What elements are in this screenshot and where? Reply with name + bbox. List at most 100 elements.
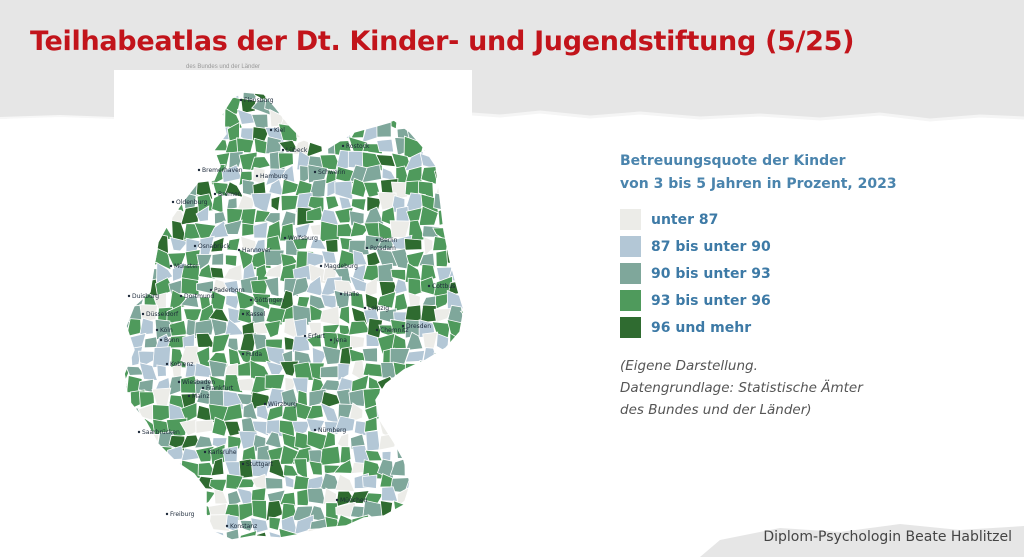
- city-marker: [375, 238, 379, 242]
- district-tile: [250, 459, 272, 478]
- district-tile: [365, 430, 381, 452]
- district-tile: [152, 70, 171, 88]
- district-tile: [447, 221, 462, 237]
- district-tile: [124, 163, 128, 184]
- city-marker: [141, 312, 145, 316]
- district-tile: [157, 534, 172, 540]
- district-tile: [447, 210, 464, 226]
- district-tile: [404, 533, 424, 540]
- district-tile: [181, 533, 198, 540]
- district-tile: [139, 317, 154, 336]
- district-tile: [409, 376, 421, 393]
- district-tile: [333, 529, 355, 540]
- legend-label: unter 87: [651, 211, 719, 228]
- city-marker: [193, 244, 197, 248]
- district-tile: [462, 290, 464, 311]
- district-tile: [125, 95, 146, 116]
- district-tile: [293, 92, 313, 102]
- legend-item-87-90: 87 bis unter 90: [620, 233, 920, 260]
- district-tile: [141, 94, 159, 115]
- district-tile: [127, 546, 143, 557]
- district-tile: [293, 94, 315, 112]
- district-tile: [126, 135, 147, 158]
- district-tile: [323, 114, 339, 131]
- district-tile: [236, 137, 255, 154]
- district-tile: [450, 544, 461, 557]
- legend-swatch: [620, 290, 641, 311]
- district-tile: [460, 486, 464, 508]
- district-tile: [125, 499, 143, 517]
- legend-swatch: [620, 236, 641, 257]
- district-tile: [167, 136, 186, 155]
- district-tile: [211, 108, 225, 130]
- district-tile: [114, 544, 126, 557]
- district-tile: [307, 487, 327, 505]
- district-tile: [210, 457, 225, 477]
- district-tile: [138, 362, 159, 381]
- legend-label: 90 bis unter 93: [651, 265, 771, 282]
- district-tile: [449, 332, 464, 354]
- city-marker: [169, 264, 173, 268]
- district-tile: [405, 408, 424, 422]
- district-tile: [448, 444, 464, 460]
- district-tile: [270, 195, 281, 212]
- city-marker: [255, 174, 259, 178]
- city-marker: [281, 148, 285, 152]
- district-tile: [463, 236, 464, 251]
- district-tile: [466, 323, 472, 338]
- district-tile: [418, 447, 435, 464]
- legend-item-96-plus: 96 und mehr: [620, 314, 920, 341]
- legend-label: 87 bis unter 90: [651, 238, 771, 255]
- city-marker: [241, 352, 245, 356]
- city-marker: [249, 298, 253, 302]
- district-tile: [124, 137, 133, 159]
- district-tile: [390, 406, 407, 421]
- district-tile: [225, 254, 238, 267]
- city-label: Münster: [174, 263, 199, 270]
- district-tile: [410, 457, 426, 480]
- district-tile: [436, 418, 449, 435]
- city-label: Fulda: [246, 351, 262, 358]
- district-tile: [305, 404, 324, 421]
- city-marker: [213, 192, 217, 196]
- district-tile: [338, 305, 351, 326]
- district-tile: [449, 179, 464, 200]
- district-tile: [114, 70, 131, 84]
- district-tile: [168, 92, 187, 102]
- district-tile: [152, 515, 171, 537]
- legend-item-90-93: 90 bis unter 93: [620, 260, 920, 287]
- district-tile: [418, 391, 436, 410]
- district-tile: [449, 138, 464, 158]
- district-tile: [124, 434, 142, 451]
- district-tile: [197, 122, 215, 142]
- district-tile: [465, 433, 472, 447]
- district-tile: [462, 225, 464, 243]
- district-tile: [432, 376, 452, 395]
- district-tile: [319, 365, 341, 378]
- district-tile: [449, 471, 463, 492]
- district-tile: [333, 267, 352, 285]
- district-tile: [128, 247, 145, 265]
- district-tile: [389, 220, 411, 239]
- legend-item-93-96: 93 bis unter 96: [620, 287, 920, 314]
- district-tile: [211, 333, 231, 354]
- author-credit: Diplom-Psychologin Beate Hablitzel: [763, 529, 1012, 545]
- district-tile: [433, 96, 450, 114]
- district-tile: [420, 110, 441, 129]
- city-marker: [209, 288, 213, 292]
- district-tile: [181, 92, 197, 101]
- district-tile: [143, 150, 157, 172]
- district-tile: [194, 528, 211, 540]
- district-tile: [321, 94, 343, 114]
- city-label: Saarbrücken: [142, 429, 180, 436]
- district-tile: [420, 377, 440, 393]
- district-tile: [445, 462, 464, 477]
- city-marker: [241, 462, 245, 466]
- district-tile: [124, 477, 127, 493]
- city-marker: [303, 334, 307, 338]
- district-tile: [183, 70, 195, 86]
- district-tile: [447, 92, 464, 100]
- city-marker: [165, 362, 169, 366]
- district-tile: [361, 164, 383, 184]
- city-label: Duisburg: [132, 293, 159, 300]
